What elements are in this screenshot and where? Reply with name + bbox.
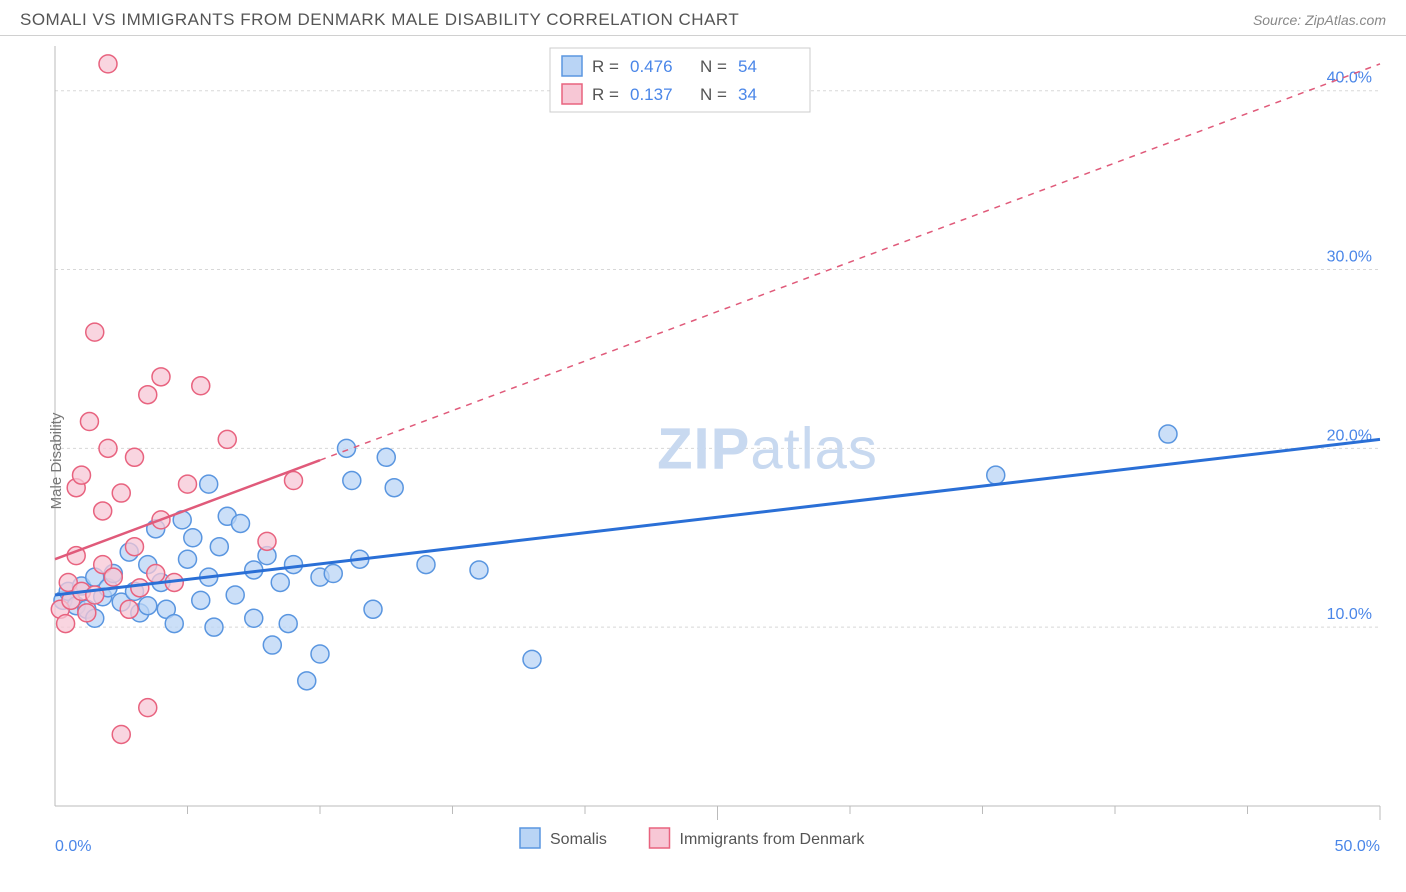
data-point-denmark bbox=[258, 532, 276, 550]
data-point-somalis bbox=[245, 609, 263, 627]
legend-swatch bbox=[562, 84, 582, 104]
data-point-somalis bbox=[184, 529, 202, 547]
x-tick-label: 50.0% bbox=[1335, 838, 1380, 855]
data-point-denmark bbox=[126, 538, 144, 556]
chart-area: Male Disability 10.0%20.0%30.0%40.0%ZIPa… bbox=[0, 36, 1406, 886]
data-point-denmark bbox=[285, 472, 303, 490]
data-point-somalis bbox=[192, 591, 210, 609]
data-point-denmark bbox=[57, 615, 75, 633]
data-point-somalis bbox=[1159, 425, 1177, 443]
data-point-somalis bbox=[263, 636, 281, 654]
data-point-somalis bbox=[232, 514, 250, 532]
chart-header: SOMALI VS IMMIGRANTS FROM DENMARK MALE D… bbox=[0, 0, 1406, 36]
data-point-denmark bbox=[78, 604, 96, 622]
data-point-denmark bbox=[104, 568, 122, 586]
data-point-somalis bbox=[200, 475, 218, 493]
data-point-somalis bbox=[210, 538, 228, 556]
bottom-legend-label: Immigrants from Denmark bbox=[680, 831, 866, 848]
legend-top-box bbox=[550, 48, 810, 112]
data-point-somalis bbox=[139, 597, 157, 615]
chart-title: SOMALI VS IMMIGRANTS FROM DENMARK MALE D… bbox=[20, 10, 739, 30]
data-point-denmark bbox=[80, 413, 98, 431]
legend-swatch bbox=[562, 56, 582, 76]
legend-n-value: 34 bbox=[738, 85, 757, 104]
data-point-somalis bbox=[364, 600, 382, 618]
data-point-denmark bbox=[192, 377, 210, 395]
legend-r-label: R = bbox=[592, 57, 619, 76]
trend-line-dashed-denmark bbox=[320, 64, 1380, 460]
data-point-denmark bbox=[139, 386, 157, 404]
data-point-somalis bbox=[324, 565, 342, 583]
data-point-somalis bbox=[987, 466, 1005, 484]
data-point-denmark bbox=[112, 725, 130, 743]
legend-n-label: N = bbox=[700, 85, 727, 104]
data-point-somalis bbox=[311, 645, 329, 663]
data-point-somalis bbox=[179, 550, 197, 568]
data-point-denmark bbox=[218, 430, 236, 448]
bottom-legend-swatch bbox=[520, 828, 540, 848]
data-point-denmark bbox=[120, 600, 138, 618]
chart-source: Source: ZipAtlas.com bbox=[1253, 12, 1386, 28]
data-point-denmark bbox=[131, 579, 149, 597]
data-point-somalis bbox=[279, 615, 297, 633]
scatter-chart-svg: 10.0%20.0%30.0%40.0%ZIPatlas0.0%50.0%R =… bbox=[0, 36, 1406, 886]
data-point-denmark bbox=[147, 565, 165, 583]
data-point-denmark bbox=[112, 484, 130, 502]
data-point-somalis bbox=[205, 618, 223, 636]
data-point-denmark bbox=[99, 55, 117, 73]
data-point-denmark bbox=[99, 439, 117, 457]
bottom-legend-swatch bbox=[650, 828, 670, 848]
y-tick-label: 10.0% bbox=[1327, 606, 1372, 623]
data-point-somalis bbox=[298, 672, 316, 690]
legend-n-value: 54 bbox=[738, 57, 757, 76]
data-point-somalis bbox=[385, 479, 403, 497]
y-tick-label: 40.0% bbox=[1327, 70, 1372, 87]
y-axis-label: Male Disability bbox=[48, 413, 65, 510]
legend-r-value: 0.476 bbox=[630, 57, 673, 76]
data-point-denmark bbox=[94, 502, 112, 520]
data-point-denmark bbox=[152, 368, 170, 386]
data-point-somalis bbox=[470, 561, 488, 579]
legend-r-value: 0.137 bbox=[630, 85, 673, 104]
data-point-denmark bbox=[139, 699, 157, 717]
data-point-somalis bbox=[343, 472, 361, 490]
data-point-somalis bbox=[285, 556, 303, 574]
watermark: ZIPatlas bbox=[657, 416, 878, 481]
data-point-somalis bbox=[338, 439, 356, 457]
legend-r-label: R = bbox=[592, 85, 619, 104]
data-point-somalis bbox=[417, 556, 435, 574]
data-point-somalis bbox=[271, 573, 289, 591]
data-point-somalis bbox=[523, 650, 541, 668]
data-point-denmark bbox=[73, 466, 91, 484]
data-point-somalis bbox=[165, 615, 183, 633]
legend-n-label: N = bbox=[700, 57, 727, 76]
data-point-denmark bbox=[86, 323, 104, 341]
data-point-denmark bbox=[126, 448, 144, 466]
data-point-denmark bbox=[179, 475, 197, 493]
bottom-legend-label: Somalis bbox=[550, 831, 607, 848]
y-tick-label: 30.0% bbox=[1327, 249, 1372, 266]
x-tick-label: 0.0% bbox=[55, 838, 91, 855]
data-point-somalis bbox=[377, 448, 395, 466]
data-point-somalis bbox=[226, 586, 244, 604]
